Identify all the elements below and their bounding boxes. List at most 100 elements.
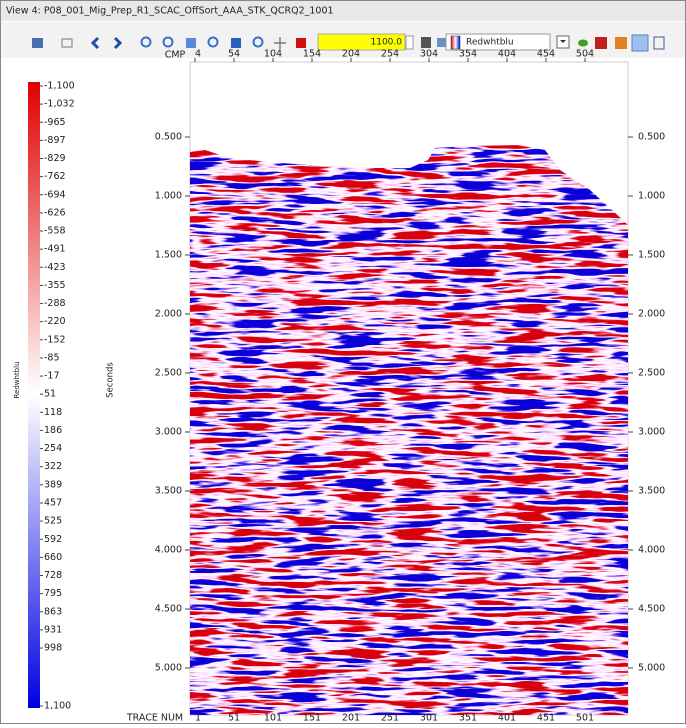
- bottom-tick-label: 201: [342, 713, 360, 724]
- bottom-tick-label: 151: [303, 713, 321, 724]
- window-title: View 4: P08_001_Mig_Prep_R1_SCAC_OffSort…: [6, 6, 334, 17]
- left-tick-label: 3.000: [155, 427, 182, 438]
- zoom-button[interactable]: [162, 36, 174, 48]
- top-tick-label: 304: [420, 49, 438, 60]
- colorbar-label: 660: [44, 552, 62, 563]
- colorbar-label: -1,032: [44, 99, 75, 110]
- bottom-tick-label: 401: [498, 713, 516, 724]
- zoom-button[interactable]: [140, 36, 152, 48]
- right-tick-label: 0.500: [638, 132, 665, 143]
- colorbar-label: 1,100: [44, 701, 71, 712]
- colorbar-label: -355: [44, 280, 66, 291]
- colorbar-label: 592: [44, 534, 62, 545]
- colormap-dropdown-text: Redwhtblu: [466, 38, 514, 48]
- colorbar-label: -897: [44, 135, 66, 146]
- top-tick-label: 404: [498, 49, 516, 60]
- top-tick-label: 504: [576, 49, 594, 60]
- colorbar-label: 795: [44, 588, 62, 599]
- right-tick-label: 3.000: [638, 427, 665, 438]
- colorbar-label: 51: [44, 389, 56, 400]
- left-tick-label: 3.500: [155, 486, 182, 497]
- colorbar-labels: -1,100 -1,032 -965 -897 -829 -762 -694 -626 -558…: [40, 81, 75, 712]
- colorbar-label: -491: [44, 244, 66, 255]
- forward-button[interactable]: [113, 36, 123, 50]
- colorbar: [28, 82, 40, 708]
- right-tick-label: 4.500: [638, 604, 665, 615]
- colorbar-label: -762: [44, 171, 66, 182]
- bottom-tick-label: 251: [381, 713, 399, 724]
- colorbar-label: 998: [44, 643, 62, 654]
- title-bar: [1, 1, 685, 21]
- top-tick-label: 54: [228, 49, 240, 60]
- colorbar-label: 322: [44, 461, 62, 472]
- zoom-button[interactable]: [252, 36, 264, 48]
- colorbar-label: -1,100: [44, 81, 75, 92]
- tool-button[interactable]: [653, 36, 665, 50]
- tool-button[interactable]: [231, 38, 241, 48]
- bottom-tick-label: 351: [459, 713, 477, 724]
- seismic-image: [190, 145, 628, 715]
- crosshair-button[interactable]: [274, 37, 286, 49]
- colorbar-label: -85: [44, 352, 60, 363]
- colorbar-label: -220: [44, 316, 66, 327]
- colorbar-label: -152: [44, 334, 66, 345]
- value-input[interactable]: [317, 33, 406, 51]
- bottom-tick-label: 1: [195, 713, 201, 724]
- tool-button[interactable]: [578, 39, 588, 47]
- colorbar-label: 931: [44, 624, 62, 635]
- right-tick-label: 3.500: [638, 486, 665, 497]
- colorbar-label: 389: [44, 479, 62, 490]
- tool-button[interactable]: [421, 37, 431, 48]
- tool-button[interactable]: [296, 38, 306, 48]
- left-tick-label: 4.500: [155, 604, 182, 615]
- right-tick-label: 5.000: [638, 663, 665, 674]
- tool-button[interactable]: [615, 37, 627, 49]
- left-tick-label: 0.500: [155, 132, 182, 143]
- spin-button[interactable]: [405, 35, 414, 50]
- colorbar-label: -558: [44, 226, 66, 237]
- top-tick-label: 104: [264, 49, 282, 60]
- left-tick-label: 2.000: [155, 309, 182, 320]
- tool-button[interactable]: [186, 38, 196, 48]
- colorbar-label: 254: [44, 443, 62, 454]
- top-tick-label: 204: [342, 49, 360, 60]
- colorbar-label: 118: [44, 407, 62, 418]
- colormap-dropdown[interactable]: [445, 33, 551, 51]
- colorbar-label: 863: [44, 606, 62, 617]
- left-tick-label: 1.500: [155, 250, 182, 261]
- right-tick-label: 2.500: [638, 368, 665, 379]
- left-tick-label: 2.500: [155, 368, 182, 379]
- top-tick-label: 4: [195, 49, 201, 60]
- tool-button[interactable]: [437, 38, 447, 47]
- bottom-tick-label: 101: [264, 713, 282, 724]
- colorbar-label: -694: [44, 189, 66, 200]
- tool-button[interactable]: [631, 34, 649, 52]
- colorbar-name: Redwhtblu: [13, 361, 21, 398]
- tool-button[interactable]: [595, 37, 607, 49]
- bottom-axis-label: TRACE NUM: [126, 713, 183, 724]
- dropdown-arrow-icon: [560, 40, 566, 43]
- right-tick-label: 2.000: [638, 309, 665, 320]
- bottom-tick-label: 301: [420, 713, 438, 724]
- back-button[interactable]: [90, 36, 100, 50]
- top-tick-label: 154: [303, 49, 321, 60]
- left-tick-label: 5.000: [155, 663, 182, 674]
- colorbar-label: -626: [44, 207, 66, 218]
- colorbar-label: -965: [44, 117, 66, 128]
- left-tick-label: 1.000: [155, 191, 182, 202]
- zoom-button[interactable]: [207, 36, 219, 48]
- tool-button[interactable]: [61, 38, 73, 48]
- y-axis-label: Seconds: [106, 362, 116, 398]
- colorbar-label: 457: [44, 497, 62, 508]
- top-tick-label: 454: [537, 49, 555, 60]
- top-axis-label: CMP: [165, 50, 186, 61]
- toolbar-icons: 1100.0 Redwhtblu: [32, 33, 665, 52]
- right-tick-label: 1.000: [638, 191, 665, 202]
- right-tick-label: 4.000: [638, 545, 665, 556]
- top-tick-label: 354: [459, 49, 477, 60]
- colormap-swatch: [450, 35, 461, 50]
- tool-button[interactable]: [32, 38, 43, 48]
- left-tick-label: 4.000: [155, 545, 182, 556]
